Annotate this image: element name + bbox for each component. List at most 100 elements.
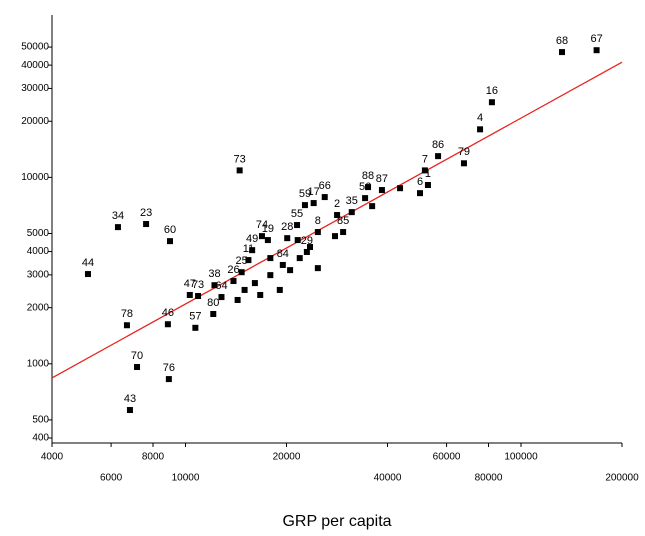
point [424,182,431,189]
x-tick-label: 10000 [172,473,200,484]
point-label: 79 [458,146,470,158]
point [195,293,202,300]
x-tick-label: 60000 [433,452,461,463]
point [230,278,237,285]
point [340,229,347,236]
point [378,187,385,194]
point [241,286,248,293]
y-tick-label: 40000 [21,60,49,71]
point-label: 59 [299,188,311,200]
point [123,322,130,329]
point [267,272,274,279]
point-label: 23 [140,207,152,219]
point [279,261,286,268]
point-label: 46 [162,307,174,319]
point [296,255,303,262]
point [186,291,193,298]
point [435,153,442,160]
point-label: 34 [112,210,124,222]
y-tick-label: 4000 [27,246,50,257]
x-axis-label: GRP per capita [282,513,391,530]
point-label: 73 [192,279,204,291]
point-label: 73 [234,153,246,165]
point-label: 70 [131,350,143,362]
x-tick-label: 8000 [142,452,165,463]
x-tick-label: 6000 [100,473,123,484]
point-label: 11 [243,243,254,255]
point [210,310,217,317]
point-label: 29 [301,235,313,247]
point [192,324,199,331]
point [165,376,172,383]
point-label: 44 [82,257,94,269]
point [397,185,404,192]
point [284,235,291,242]
point [114,224,121,231]
x-tick-label: 40000 [374,473,402,484]
point-label: 35 [346,195,358,207]
point [362,195,369,202]
point [84,271,91,278]
point [251,280,258,287]
point-label: 60 [164,224,176,236]
point-label: 47 [184,278,196,290]
point-label: 16 [486,85,498,97]
point-label: 84 [277,248,289,260]
point-label: 68 [556,35,568,47]
point-label: 7 [422,153,428,165]
point-label: 2 [334,198,340,210]
point [257,291,264,298]
point [267,255,274,262]
point-label: 55 [291,208,303,220]
y-tick-label: 5000 [27,228,50,239]
point-label: 66 [319,180,331,192]
point-label: 4 [477,112,483,124]
point [164,321,171,328]
y-tick-label: 3000 [27,269,50,280]
point [126,407,133,414]
point [348,209,355,216]
point-label: 26 [227,264,239,276]
point [238,269,245,276]
point-label: 1 [425,168,431,180]
point [417,190,424,197]
y-tick-label: 2000 [27,302,50,313]
point [166,238,173,245]
point [218,294,225,301]
point [307,244,314,251]
point [143,221,150,228]
y-tick-label: 30000 [21,83,49,94]
x-tick-label: 20000 [273,452,301,463]
point [310,200,317,207]
point-label: 38 [208,268,220,280]
x-tick-label: 200000 [605,473,639,484]
y-tick-label: 10000 [21,172,49,183]
point [276,286,283,293]
point-label: 88 [362,170,374,182]
point-label: 8 [315,215,321,227]
point [365,184,372,191]
point-label: 43 [124,393,136,405]
point [234,296,241,303]
point-label: 74 [256,219,268,231]
point-label: 87 [376,173,388,185]
point [421,167,428,174]
y-tick-label: 1000 [27,358,50,369]
point [301,202,308,209]
point-label: 28 [281,221,293,233]
point [460,160,467,167]
point-label: 17 [308,186,320,198]
point-label: 6 [417,176,423,188]
point [559,49,566,56]
point-label: 67 [590,33,602,45]
point [134,364,141,371]
point-label: 57 [189,311,201,323]
x-tick-label: 4000 [41,452,64,463]
point [334,212,341,219]
point [314,265,321,272]
point [287,267,294,274]
point [477,126,484,133]
point-label: 78 [121,308,133,320]
point [264,237,271,244]
